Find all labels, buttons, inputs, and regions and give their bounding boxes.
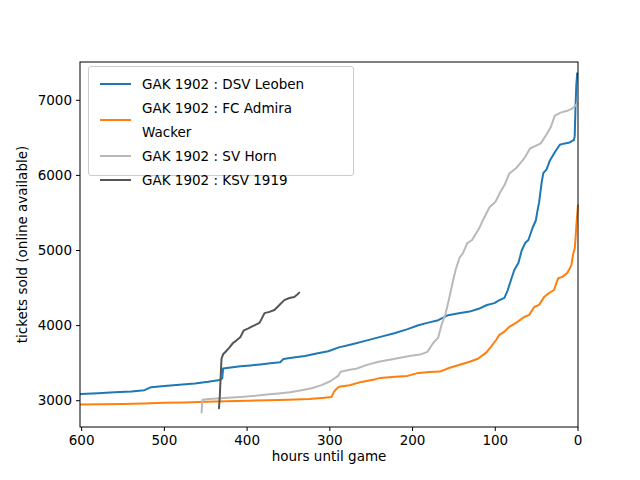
y-tick-label: 3000 <box>38 392 72 408</box>
legend-line-swatch-sv-horn <box>100 155 131 157</box>
legend-label: GAK 1902 : DSV Leoben <box>142 72 304 96</box>
legend-line-swatch-ksv-1919 <box>100 179 131 181</box>
legend-item: GAK 1902 : FC Admira Wacker <box>100 96 342 144</box>
legend-line-swatch-admira-wacker <box>100 119 131 121</box>
x-tick-label: 400 <box>234 432 260 448</box>
x-tick-label: 0 <box>574 432 583 448</box>
x-tick-label: 100 <box>482 432 508 448</box>
y-tick-label: 6000 <box>38 167 72 183</box>
legend-label: GAK 1902 : FC Admira Wacker <box>142 96 342 144</box>
y-axis-label: tickets sold (online available) <box>14 62 32 427</box>
legend-item: GAK 1902 : SV Horn <box>100 144 342 168</box>
legend-label: GAK 1902 : SV Horn <box>142 144 277 168</box>
legend-item: GAK 1902 : DSV Leoben <box>100 72 342 96</box>
x-axis-label: hours until game <box>80 448 578 464</box>
x-tick-label: 200 <box>400 432 426 448</box>
y-tick-label: 4000 <box>38 317 72 333</box>
legend-item: GAK 1902 : KSV 1919 <box>100 168 342 192</box>
y-tick-label: 7000 <box>38 92 72 108</box>
x-tick-label: 300 <box>317 432 343 448</box>
legend-line-swatch-dsv-leoben <box>100 83 131 85</box>
figure: 600500400300200100030004000500060007000 … <box>0 0 640 480</box>
y-tick-label: 5000 <box>38 242 72 258</box>
x-tick-label: 500 <box>151 432 177 448</box>
legend-label: GAK 1902 : KSV 1919 <box>142 168 288 192</box>
x-tick-label: 600 <box>69 432 95 448</box>
series-line-1 <box>81 205 578 404</box>
legend: GAK 1902 : DSV Leoben GAK 1902 : FC Admi… <box>88 66 354 176</box>
series-line-3 <box>219 293 299 409</box>
